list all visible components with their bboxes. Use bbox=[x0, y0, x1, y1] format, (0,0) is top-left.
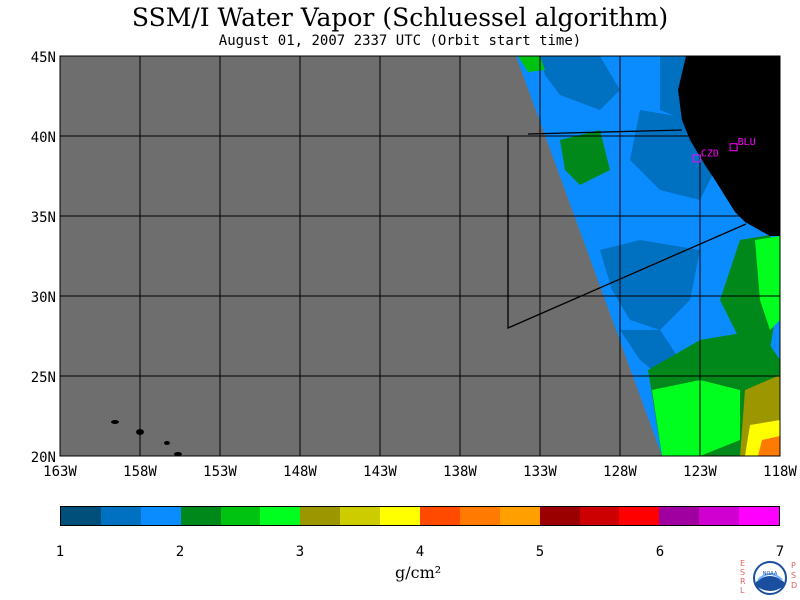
swath-mid-blue-south bbox=[600, 240, 700, 330]
hawaii-island bbox=[111, 420, 119, 424]
colorbar-swatch bbox=[61, 507, 101, 525]
lat-tick-label: 20N bbox=[31, 450, 56, 466]
lat-tick-label: 30N bbox=[31, 290, 56, 306]
lon-tick-label: 138W bbox=[443, 464, 477, 480]
hawaii-island bbox=[164, 441, 170, 445]
colorbar-swatch bbox=[420, 507, 460, 525]
lon-tick-label: 118W bbox=[763, 464, 797, 480]
swath-green-nw bbox=[560, 130, 610, 185]
station-marker bbox=[692, 154, 701, 163]
lat-tick-label: 45N bbox=[31, 50, 56, 66]
station-marker bbox=[729, 143, 738, 152]
colorbar-swatch bbox=[340, 507, 381, 525]
colorbar-unit-label: g/cm² bbox=[395, 563, 442, 582]
colorbar-swatch bbox=[579, 507, 620, 525]
hawaii-island bbox=[174, 452, 182, 456]
swath-orange-south bbox=[758, 436, 780, 456]
colorbar-tick-label: 7 bbox=[775, 544, 785, 560]
lon-tick-label: 148W bbox=[283, 464, 317, 480]
colorbar-tick-label: 3 bbox=[295, 544, 305, 560]
domain-outline bbox=[507, 136, 747, 329]
lat-tick-label: 35N bbox=[31, 210, 56, 226]
swath-lightgreen-east bbox=[755, 236, 780, 330]
colorbar-swatch bbox=[220, 507, 261, 525]
colorbar-tick-label: 2 bbox=[175, 544, 185, 560]
colorbar-swatch bbox=[619, 507, 660, 525]
svg-text:NOAA: NOAA bbox=[763, 571, 778, 577]
lon-tick-label: 143W bbox=[363, 464, 397, 480]
logo-letter: S bbox=[791, 571, 796, 580]
hawaii-island bbox=[136, 429, 144, 435]
colorbar-swatch bbox=[699, 507, 740, 525]
logo-letter: P bbox=[791, 561, 796, 570]
station-label: CZD bbox=[701, 148, 719, 159]
colorbar-swatch bbox=[180, 507, 221, 525]
lon-tick-label: 123W bbox=[683, 464, 717, 480]
lon-tick-label: 163W bbox=[43, 464, 77, 480]
colorbar-swatch bbox=[140, 507, 181, 525]
colorbar-swatch bbox=[739, 507, 780, 525]
colorbar-swatch bbox=[300, 507, 341, 525]
lon-tick-label: 158W bbox=[123, 464, 157, 480]
logo-letter: S bbox=[740, 568, 745, 577]
land-california bbox=[678, 56, 780, 236]
chart-subtitle: August 01, 2007 2337 UTC (Orbit start ti… bbox=[218, 33, 582, 49]
colorbar-tick-label: 6 bbox=[655, 544, 665, 560]
swath-green-tip bbox=[518, 56, 545, 72]
colorbar-tick-label: 1 bbox=[55, 544, 65, 560]
domain-outline-top bbox=[527, 129, 683, 135]
swath-mid-blue-north bbox=[540, 56, 620, 110]
lon-tick-label: 128W bbox=[603, 464, 637, 480]
colorbar-tick-label: 5 bbox=[535, 544, 545, 560]
lon-tick-label: 133W bbox=[523, 464, 557, 480]
colorbar-swatch bbox=[380, 507, 421, 525]
lat-tick-label: 25N bbox=[31, 370, 56, 386]
logo-letter: R bbox=[740, 577, 746, 586]
logo-letter: E bbox=[740, 559, 745, 568]
lat-tick-label: 40N bbox=[31, 130, 56, 146]
map-frame bbox=[59, 55, 781, 457]
chart-title: SSM/I Water Vapor (Schluessel algorithm) bbox=[131, 3, 669, 32]
station-label: BLU bbox=[738, 137, 756, 148]
colorbar-swatch bbox=[659, 507, 700, 525]
colorbar-swatch bbox=[499, 507, 540, 525]
colorbar-swatch bbox=[100, 507, 141, 525]
colorbar-swatch bbox=[260, 507, 301, 525]
colorbar-tick-label: 4 bbox=[415, 544, 425, 560]
colorbar-legend bbox=[60, 506, 780, 526]
logo-letter: D bbox=[791, 581, 797, 590]
swath-brightgreen-south bbox=[652, 380, 740, 456]
lon-tick-label: 153W bbox=[203, 464, 237, 480]
colorbar-swatch bbox=[539, 507, 580, 525]
logo-letter: L bbox=[740, 586, 745, 595]
colorbar-swatch bbox=[459, 507, 500, 525]
